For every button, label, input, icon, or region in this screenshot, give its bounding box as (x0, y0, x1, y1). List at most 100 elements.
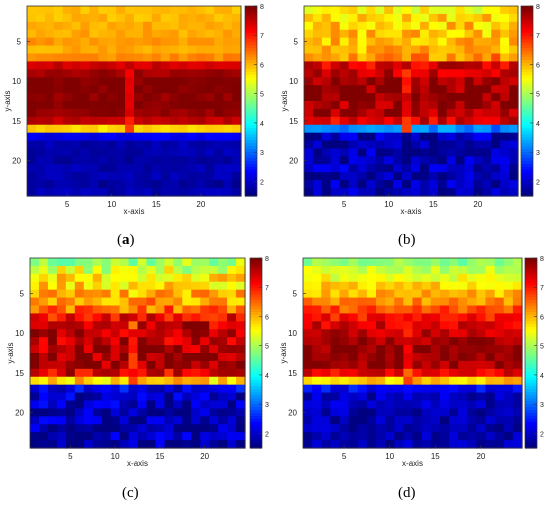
heatmap-cell (494, 297, 505, 307)
heatmap-cell (500, 77, 510, 86)
heatmap-cell (137, 432, 148, 441)
heatmap-cell (366, 53, 376, 63)
heatmap-cell (164, 265, 174, 275)
heatmap-cell (321, 368, 331, 378)
heatmap-cell (227, 368, 237, 378)
heatmap-cell (116, 37, 126, 47)
heatmap-cell (458, 408, 468, 417)
heatmap-cell (357, 180, 368, 189)
heatmap-cell (473, 108, 483, 118)
heatmap-cell (116, 156, 126, 165)
heatmap-cell (421, 305, 432, 315)
heatmap-cell (92, 416, 103, 425)
heatmap-cell (44, 93, 55, 102)
colorbar-step (245, 190, 257, 194)
heatmap-cell (330, 353, 341, 362)
colorbar-step (525, 421, 537, 425)
colorbar-step (525, 338, 537, 342)
heatmap-cell (330, 281, 341, 291)
heatmap-cell (482, 180, 492, 189)
heatmap-cell (47, 432, 58, 441)
heatmap-cell (366, 101, 376, 110)
heatmap-cell (348, 258, 359, 267)
colorbar-step (250, 287, 262, 292)
heatmap-cell (92, 368, 103, 378)
heatmap-cell (119, 360, 130, 370)
heatmap-cell (503, 329, 514, 338)
heatmap-cell (74, 329, 85, 338)
heatmap-cell (366, 313, 377, 322)
heatmap-cell (232, 124, 242, 134)
heatmap-cell (134, 6, 144, 15)
colorbar-step (250, 302, 262, 307)
heatmap-cell (402, 53, 412, 63)
heatmap-cell (473, 180, 483, 189)
heatmap-cell (119, 337, 130, 346)
heatmap-cell (446, 172, 457, 181)
heatmap-cell (89, 93, 99, 102)
heatmap-cell (218, 432, 228, 441)
heatmap-cell (44, 172, 55, 181)
heatmap-cell (437, 140, 448, 150)
heatmap-cell (312, 273, 322, 283)
heatmap-cells (30, 258, 246, 449)
heatmap-cell (128, 392, 139, 402)
heatmap-cell (65, 376, 76, 386)
heatmap-cell (357, 353, 368, 362)
heatmap-cell (366, 281, 377, 291)
heatmap-cell (437, 69, 448, 78)
heatmap-cell (312, 408, 322, 417)
colorbar-step (245, 187, 257, 191)
y-tick-label: 5 (293, 290, 298, 299)
heatmap-cell (74, 345, 85, 354)
colorbar-step (245, 41, 257, 46)
heatmap-cell (321, 273, 331, 283)
heatmap-cell (205, 156, 215, 165)
heatmap-cell (125, 85, 135, 94)
heatmap-cell (134, 37, 144, 47)
colorbar-step (250, 317, 262, 321)
heatmap-cell (476, 384, 487, 394)
heatmap-cell (173, 258, 183, 267)
heatmap-cell (128, 289, 139, 299)
heatmap-cell (476, 329, 487, 338)
colorbar-tick-label: 6 (536, 62, 540, 69)
heatmap-cell (366, 289, 377, 299)
heatmap-cell (196, 148, 206, 158)
heatmap-cell (411, 21, 421, 31)
heatmap-cell (339, 21, 350, 31)
heatmap-cell (38, 258, 49, 267)
heatmap-cell (393, 61, 403, 70)
heatmap-cell (439, 384, 450, 394)
heatmap-cell (339, 61, 350, 70)
heatmap-cell (485, 297, 496, 307)
heatmap-cell (227, 281, 237, 291)
colorbar-step (521, 106, 533, 111)
colorbar-step (525, 367, 537, 372)
heatmap-cell (446, 180, 457, 189)
heatmap-cell (56, 297, 67, 307)
heatmap-cell (491, 53, 501, 63)
heatmap-cell (384, 13, 394, 23)
heatmap-cell (35, 132, 46, 142)
heatmap-cell (53, 148, 64, 158)
heatmap-cell (393, 180, 403, 189)
colorbar-step (525, 442, 537, 446)
heatmap-cell (304, 85, 314, 94)
heatmap-cell (339, 93, 350, 102)
heatmap-cell (151, 148, 162, 158)
heatmap-cell (98, 6, 108, 15)
heatmap-cell (503, 384, 514, 394)
plot-frame (26, 5, 242, 197)
heatmap-cell (312, 188, 323, 197)
heatmap-cell (339, 180, 350, 189)
heatmap-cell (65, 337, 76, 346)
heatmap-cell (312, 376, 322, 386)
heatmap-cell (439, 258, 450, 267)
heatmap-cell (312, 140, 323, 150)
heatmap-cell (494, 337, 505, 346)
heatmap-cell (376, 273, 386, 283)
heatmap-cell (227, 440, 237, 449)
heatmap-cell (458, 265, 468, 275)
